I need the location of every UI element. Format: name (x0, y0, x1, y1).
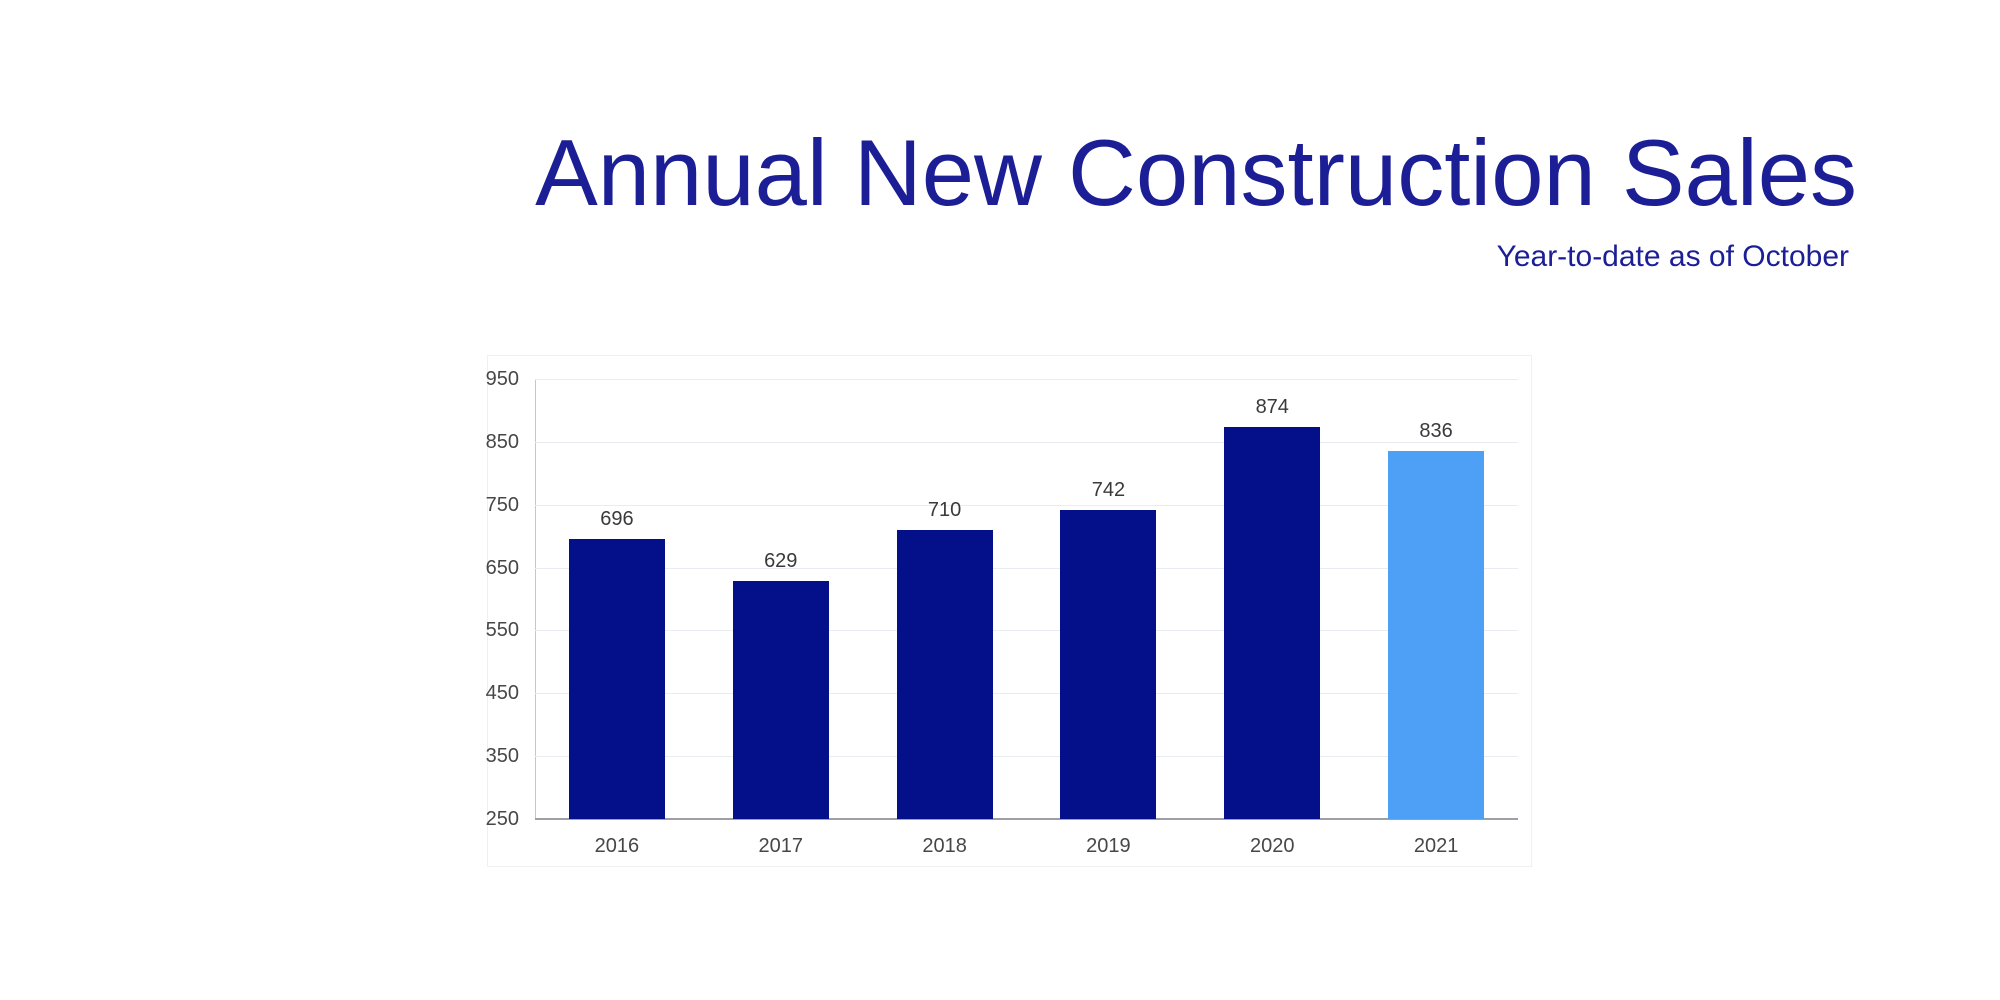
bar-2020 (1224, 426, 1321, 819)
bar-2021 (1388, 450, 1485, 819)
y-tick-label-250: 250 (485, 808, 519, 830)
y-tick-label-350: 350 (485, 745, 519, 768)
y-axis-line (535, 379, 536, 819)
bar-chart: 250 350 450 550 650 750 850 950 696 2016 629 2017 71… (486, 355, 1532, 867)
chart-title: Annual New Construction Sales (535, 120, 1857, 225)
gridline-350 (535, 756, 1518, 758)
x-axis-line (535, 818, 1518, 820)
y-tick-label-550: 550 (485, 619, 519, 642)
y-tick-label-950: 950 (485, 368, 519, 390)
gridline-450 (535, 693, 1518, 695)
y-tick-label-650: 650 (485, 556, 519, 579)
x-tick-label-2021: 2021 (1413, 835, 1459, 857)
chart-subtitle: Year-to-date as of October (1496, 240, 1849, 273)
x-tick-label-2018: 2018 (922, 835, 967, 857)
x-tick-label-2016: 2016 (594, 835, 640, 857)
bar-value-label-2019: 742 (1091, 478, 1126, 501)
gridline-950 (535, 379, 1518, 380)
bar-value-label-2020: 874 (1255, 395, 1289, 418)
x-tick-label-2019: 2019 (1086, 835, 1131, 857)
x-tick-label-2017: 2017 (758, 835, 804, 857)
bar-value-label-2018: 710 (927, 498, 962, 521)
gridline-550 (535, 630, 1518, 632)
bar-value-label-2016: 696 (600, 507, 634, 530)
bar-2019 (1060, 509, 1157, 819)
y-tick-label-850: 850 (485, 430, 519, 453)
bar-value-label-2021: 836 (1419, 419, 1453, 442)
x-tick-label-2020: 2020 (1250, 835, 1295, 857)
y-tick-label-750: 750 (485, 493, 519, 516)
gridline-750 (535, 504, 1518, 506)
gridline-650 (535, 567, 1518, 569)
y-tick-label-450: 450 (485, 682, 519, 705)
bar-2017 (732, 580, 829, 819)
bar-2016 (568, 538, 665, 819)
gridline-850 (535, 441, 1518, 443)
bar-2018 (896, 529, 993, 819)
plot-area: 250 350 450 550 650 750 850 950 696 2016 629 2017 71… (486, 368, 1518, 857)
bar-value-label-2017: 629 (764, 549, 798, 572)
